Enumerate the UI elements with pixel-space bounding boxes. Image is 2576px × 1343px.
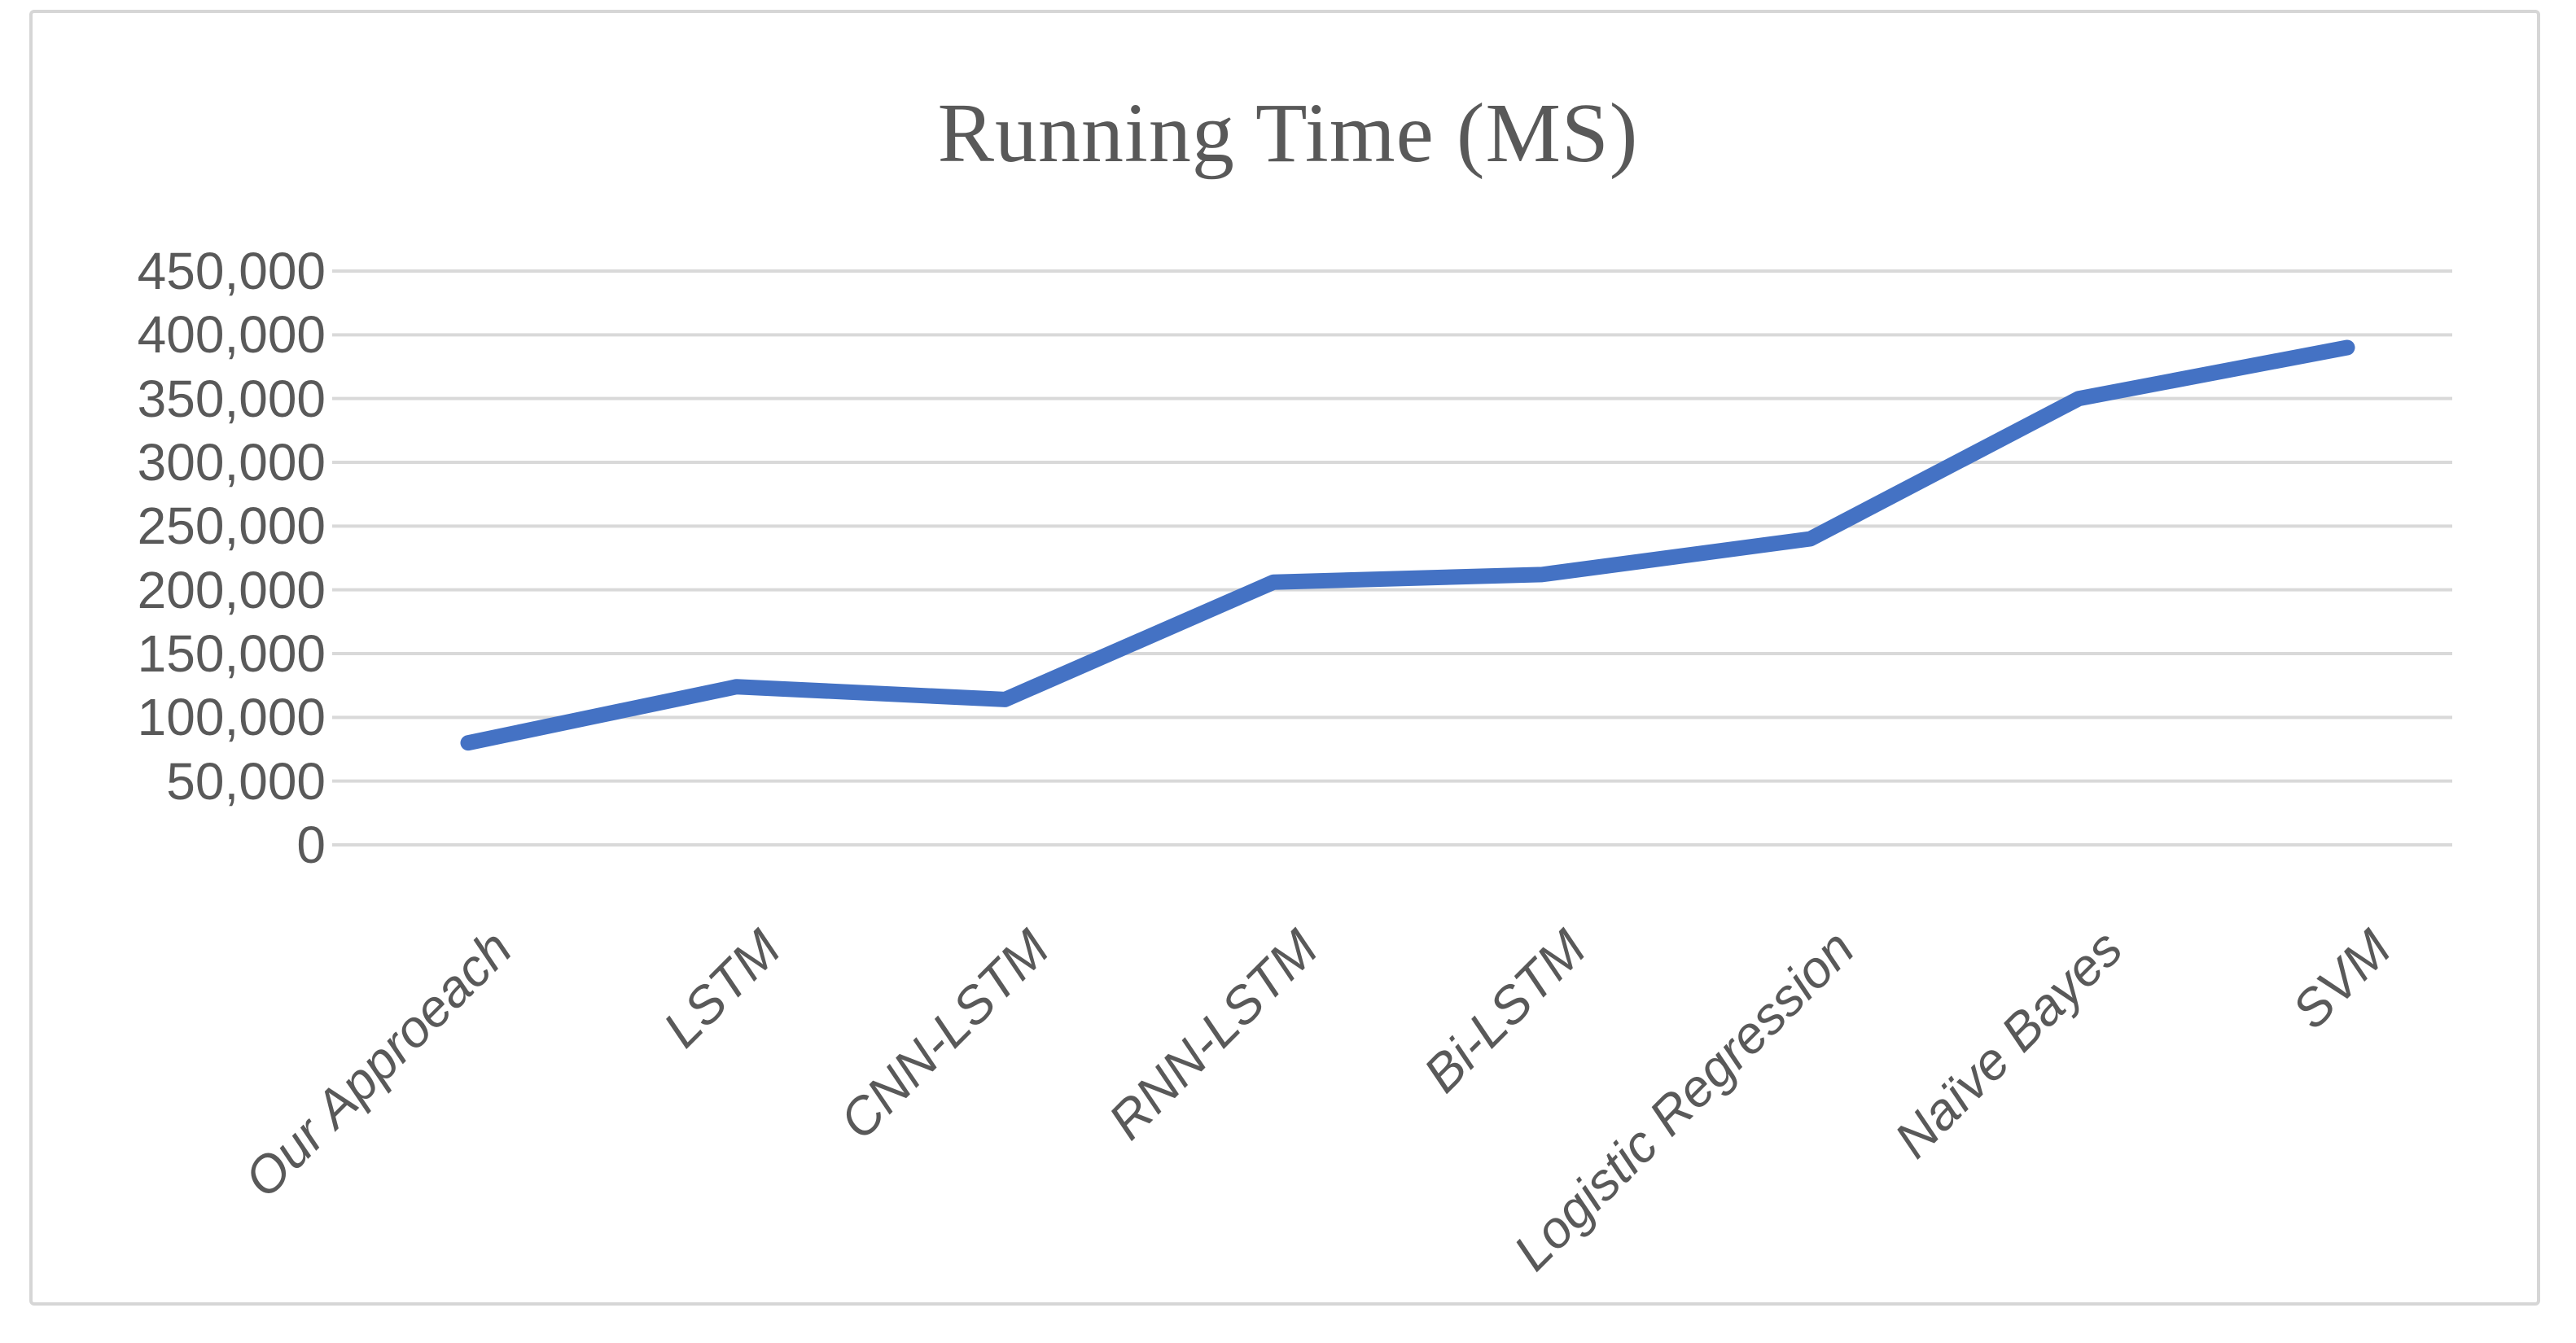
y-axis-tick-label: 0 — [296, 816, 326, 874]
y-axis-tick-label: 200,000 — [137, 560, 326, 619]
y-axis-tick-label: 150,000 — [137, 624, 326, 683]
figure-border — [29, 10, 2540, 1306]
series-line — [460, 339, 2355, 751]
y-axis-tick-label: 100,000 — [137, 688, 326, 747]
y-axis-tick-label: 400,000 — [137, 305, 326, 365]
chart-title: Running Time (MS) — [937, 86, 1639, 180]
y-axis-tick-label: 300,000 — [137, 433, 326, 492]
y-axis-tick-label: 450,000 — [137, 242, 326, 300]
y-axis-tick-label: 50,000 — [166, 751, 326, 811]
y-axis-tick-label: 350,000 — [137, 369, 326, 428]
y-axis-tick-label: 250,000 — [137, 497, 326, 556]
